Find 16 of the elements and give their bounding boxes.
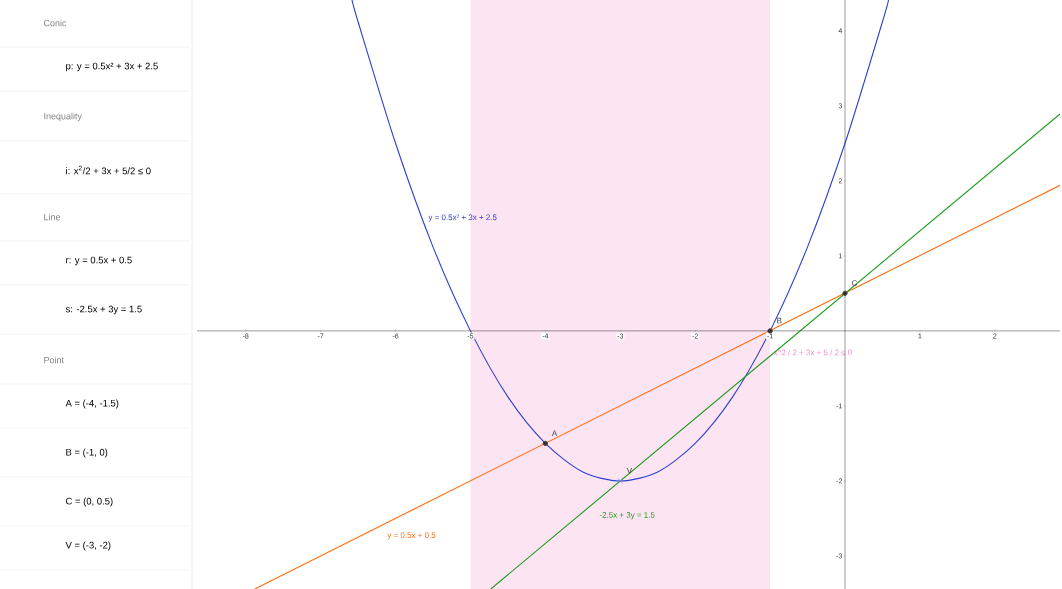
text: r: y = 0.5x + 0.5 — [66, 256, 132, 266]
text: C = (0, 0.5) — [66, 497, 113, 507]
point — [617, 478, 624, 484]
text: p: y = 0.5x² + 3x + 2.5 — [66, 62, 158, 72]
text: s: -2.5x + 3y = 1.5 — [65, 305, 142, 315]
text: Point — [44, 356, 64, 364]
text: A = (-4, -1.5) — [65, 399, 119, 409]
line-series — [351, 0, 890, 482]
text: Inequality — [44, 112, 82, 122]
text: Line — [44, 213, 61, 221]
point — [542, 440, 548, 447]
text: i: x$^{2}$/2 + 3x + 5/2 ≤ 0 — [66, 165, 151, 175]
point — [842, 290, 848, 296]
text: B = (-1, 0) — [66, 448, 108, 458]
text: V = (-3, -2) — [65, 541, 111, 551]
text: Conic — [43, 19, 67, 27]
